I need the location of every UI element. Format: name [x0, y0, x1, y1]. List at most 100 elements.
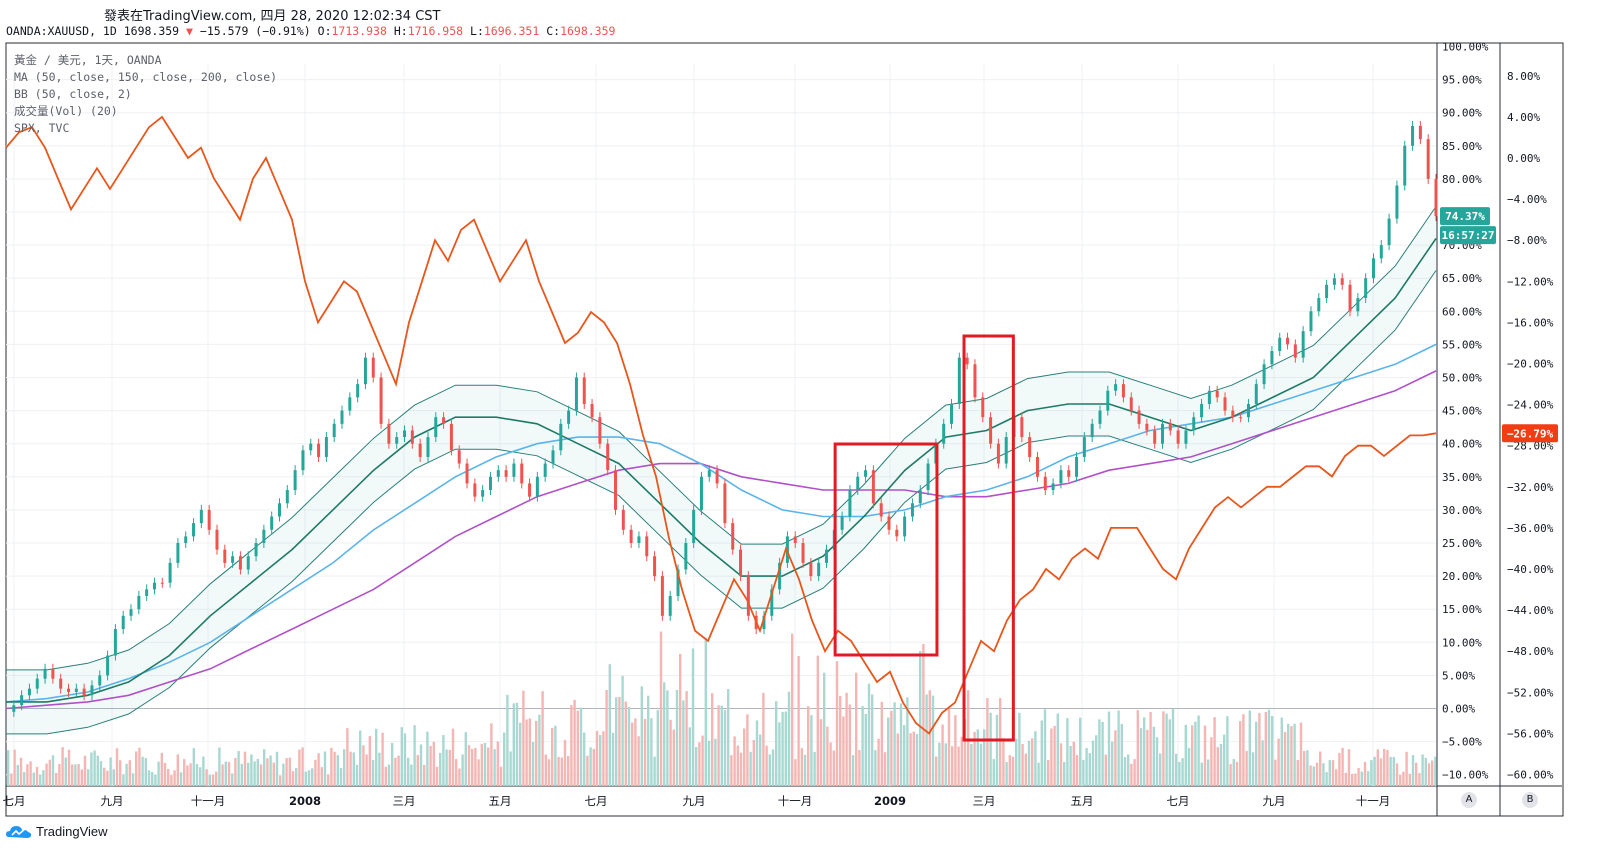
candle-body	[1348, 284, 1352, 312]
candle-body	[82, 688, 86, 696]
candle-body	[864, 470, 868, 477]
legend-main-symbol[interactable]: 黃金 / 美元, 1天, OANDA	[14, 53, 162, 67]
candle-body	[871, 470, 875, 504]
right-axis-tick: −4.00%	[1507, 193, 1547, 206]
candle-body	[348, 397, 352, 411]
candle-body	[192, 523, 196, 537]
volume-bar	[224, 761, 227, 786]
right-axis-tick: −52.00%	[1507, 686, 1554, 699]
volume-bar	[557, 756, 560, 786]
volume-bar	[1431, 760, 1434, 786]
volume-bar	[285, 758, 288, 786]
volume-bar	[1341, 747, 1344, 786]
volume-bar	[669, 719, 672, 786]
volume-bar	[429, 745, 432, 786]
volume-bar	[176, 754, 179, 786]
volume-bar	[227, 761, 231, 786]
left-axis-tick: 5.00%	[1442, 669, 1475, 682]
volume-bar	[1360, 771, 1363, 786]
candle-body	[277, 503, 281, 517]
volume-bar	[1133, 759, 1136, 786]
tradingview-logo[interactable]: TradingView	[6, 824, 108, 839]
volume-bar	[259, 764, 263, 786]
volume-bar	[506, 694, 509, 786]
volume-bar	[675, 689, 679, 786]
volume-bar	[170, 775, 173, 786]
volume-bar	[1136, 710, 1139, 786]
candle-body	[1356, 298, 1360, 312]
volume-bar	[813, 751, 816, 786]
candle-body	[1090, 423, 1094, 438]
volume-bar	[983, 729, 986, 786]
volume-bar	[451, 728, 455, 786]
volume-bar	[1299, 722, 1303, 786]
legend-volume[interactable]: 成交量(Vol) (20)	[14, 104, 118, 118]
candle-body	[582, 377, 586, 404]
volume-bar	[96, 755, 99, 786]
candle-body	[1004, 437, 1008, 464]
volume-bar	[912, 731, 915, 786]
candle-body	[488, 476, 492, 491]
volume-bar	[976, 729, 979, 786]
volume-bar	[704, 637, 707, 786]
candle-body	[207, 509, 211, 530]
right-axis-tick: −20.00%	[1507, 358, 1554, 371]
volume-bar	[640, 686, 643, 786]
candle-body	[371, 357, 375, 378]
volume-bar	[1152, 726, 1155, 786]
volume-bar	[631, 722, 634, 786]
volume-bar	[874, 750, 877, 786]
volume-bar	[416, 755, 419, 786]
volume-bar	[599, 734, 602, 786]
volume-bar	[1255, 721, 1258, 786]
left-axis-tick: 80.00%	[1442, 173, 1482, 186]
volume-bar	[871, 694, 874, 786]
scale-b-button[interactable]: B	[1522, 792, 1538, 808]
right-axis-tick: −8.00%	[1507, 234, 1547, 247]
volume-bar	[1120, 723, 1123, 786]
volume-bar	[608, 664, 611, 786]
candle-body	[926, 463, 930, 491]
volume-bar	[1283, 731, 1287, 786]
legend-ma[interactable]: MA (50, close, 150, close, 200, close)	[14, 70, 278, 84]
ma150-line	[5, 343, 1437, 703]
volume-bar	[7, 750, 10, 786]
volume-bar	[823, 672, 826, 786]
volume-bar	[1040, 720, 1043, 786]
volume-bar	[1293, 723, 1296, 786]
volume-bar	[1399, 774, 1402, 786]
candle-body	[957, 357, 961, 404]
candle-body	[1176, 430, 1180, 444]
volume-bar	[672, 729, 675, 786]
volume-bar	[791, 633, 794, 786]
candle-body	[434, 417, 438, 438]
volume-bar	[1114, 730, 1117, 786]
volume-bar	[682, 700, 685, 786]
volume-bar	[848, 704, 851, 786]
gold-pct-badge: 74.37%	[1445, 210, 1485, 223]
legend-spx[interactable]: SPX, TVC	[14, 121, 70, 135]
volume-bar	[647, 695, 650, 786]
volume-bar	[1165, 713, 1168, 786]
left-axis-tick: 100.00%	[1442, 41, 1489, 54]
volume-bar	[19, 757, 23, 786]
volume-bar	[515, 702, 519, 786]
candle-body	[535, 476, 539, 497]
candle-body	[950, 403, 954, 424]
volume-bar	[1325, 772, 1328, 786]
candle-body	[824, 549, 828, 563]
candle-body	[723, 483, 727, 524]
volume-bar	[595, 731, 599, 786]
volume-bar	[688, 727, 691, 786]
volume-bar	[541, 691, 544, 786]
volume-bar	[528, 718, 531, 786]
volume-bar	[141, 756, 144, 786]
candle-body	[262, 529, 266, 543]
candle-body	[1145, 423, 1149, 431]
volume-bar	[29, 761, 32, 786]
candle-body	[168, 562, 172, 583]
scale-a-button[interactable]: A	[1461, 792, 1477, 808]
legend-bb[interactable]: BB (50, close, 2)	[14, 87, 132, 101]
candle-body	[770, 589, 774, 616]
